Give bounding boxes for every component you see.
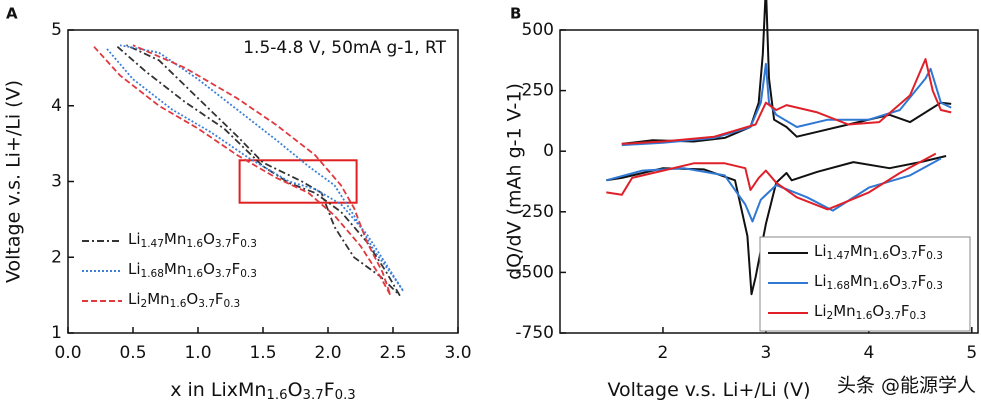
annotation: 1.5-4.8 V, 50mA g-1, RT (243, 38, 446, 58)
watermark: 头条 @能源学人 (837, 375, 976, 397)
x-axis-label: x in LixMn1.6O3.7F0.3 (170, 379, 356, 404)
series-line (93, 44, 392, 296)
series-line (106, 44, 405, 293)
x-tick-label: 3.0 (444, 343, 471, 363)
legend-label: Li1.68Mn1.6O3.7F0.3 (814, 272, 943, 293)
x-tick-label: 3 (760, 343, 771, 363)
y-tick-label: 500 (522, 20, 554, 40)
y-axis-label: dQ/dV (mAh g-1 V-1) (504, 83, 526, 280)
x-tick-label: 0.5 (119, 343, 146, 363)
highlight-box (238, 159, 358, 204)
y-tick-label: 2 (51, 247, 62, 267)
series-line (606, 58, 952, 211)
x-axis-label: Voltage v.s. Li+/Li (V) (607, 379, 810, 401)
legend-label: Li1.68Mn1.6O3.7F0.3 (128, 260, 257, 281)
y-tick-label: 250 (522, 81, 554, 101)
y-tick-label: 1 (51, 323, 62, 343)
x-tick-label: 2 (658, 343, 669, 363)
y-axis-label: Voltage v.s. Li+/Li (V) (3, 80, 25, 283)
panel-label: A (6, 5, 18, 23)
y-tick-label: 0 (543, 141, 554, 161)
x-tick-label: 1.0 (184, 343, 211, 363)
y-tick-label: -750 (515, 323, 554, 343)
x-tick-label: 2.5 (379, 343, 406, 363)
legend-label: Li1.47Mn1.6O3.7F0.3 (814, 242, 943, 263)
y-tick-label: 5 (51, 20, 62, 40)
x-tick-label: 4 (863, 343, 874, 363)
y-tick-label: -500 (515, 262, 554, 282)
x-tick-label: 0.0 (54, 343, 81, 363)
x-tick-label: 1.5 (249, 343, 276, 363)
panel-label: B (510, 5, 521, 23)
legend-label: Li2Mn1.6O3.7F0.3 (814, 302, 926, 323)
legend-label: Li2Mn1.6O3.7F0.3 (128, 290, 240, 311)
series-line (116, 44, 401, 296)
legend-label: Li1.47Mn1.6O3.7F0.3 (128, 230, 257, 251)
y-tick-label: -250 (515, 202, 554, 222)
x-tick-label: 2.0 (314, 343, 341, 363)
y-tick-label: 4 (51, 96, 62, 116)
x-tick-label: 5 (966, 343, 977, 363)
y-tick-label: 3 (51, 172, 62, 192)
plot-frame (559, 29, 979, 334)
plot-frame (67, 29, 459, 334)
